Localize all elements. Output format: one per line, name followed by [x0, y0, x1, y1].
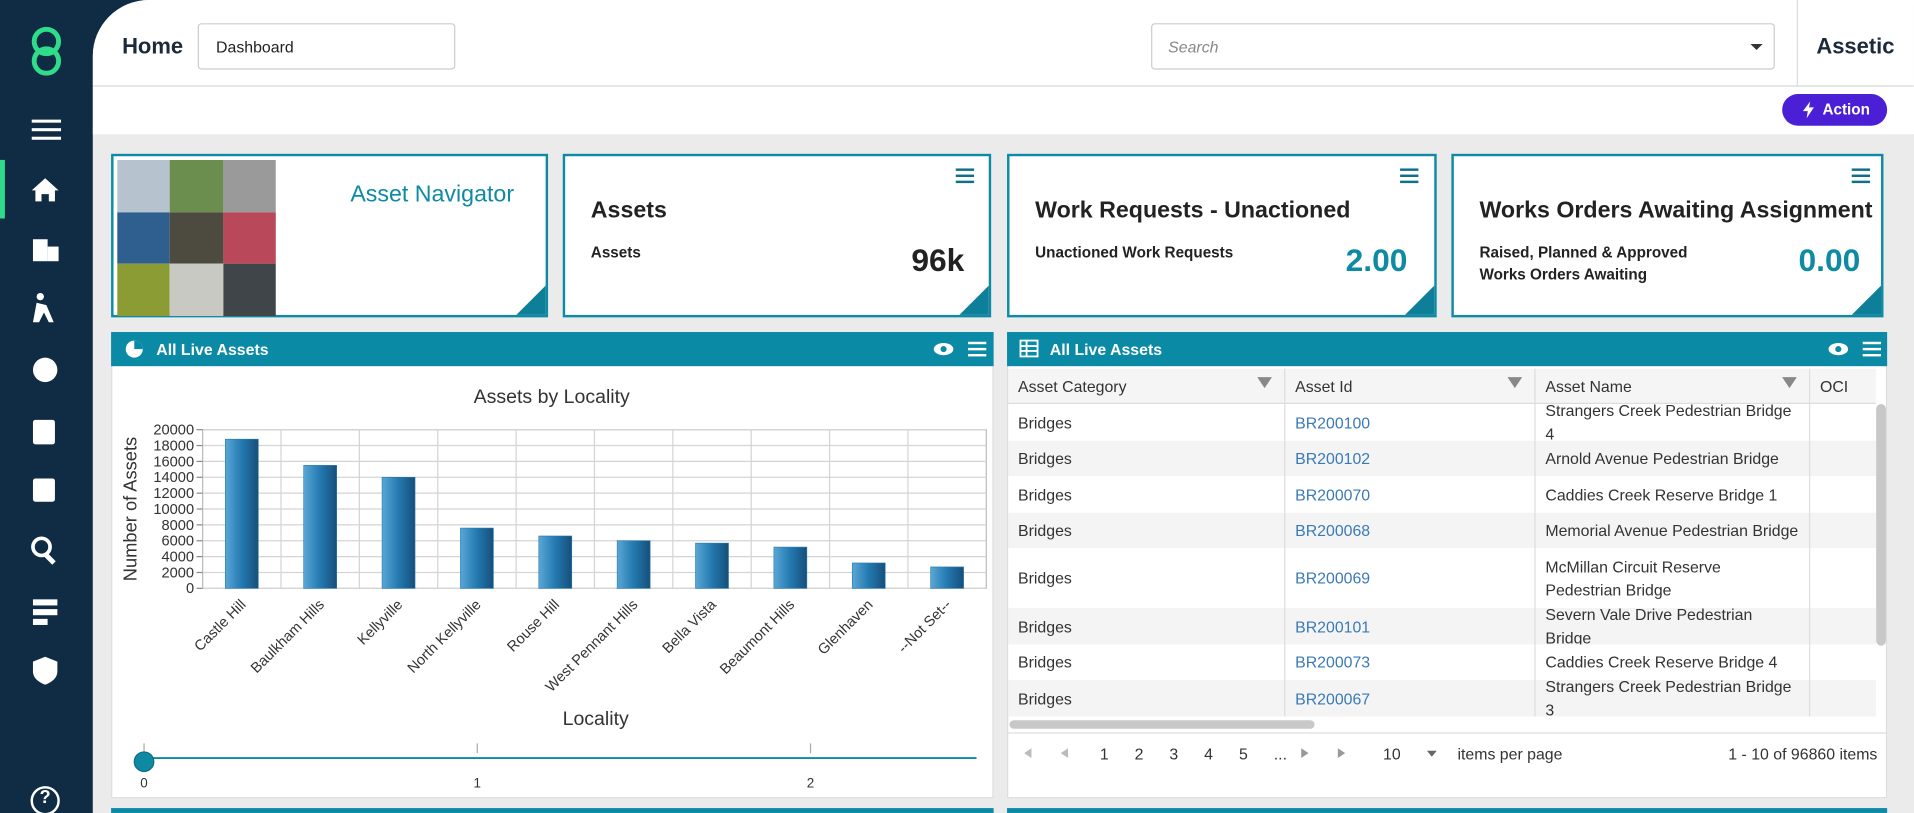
collage [117, 159, 276, 317]
divider [1796, 0, 1799, 86]
y-tick-label: 20000 [153, 423, 194, 439]
eye-icon[interactable] [933, 342, 955, 357]
pager-divider [1007, 732, 1888, 734]
card-title: Work Requests - Unactioned [1035, 197, 1351, 224]
active-indicator [0, 159, 5, 219]
card-menu[interactable] [1400, 174, 1419, 177]
x-axis-label: Locality [563, 708, 629, 730]
next-panel [111, 808, 994, 813]
x-tick-label: Baulkham Hills [248, 597, 328, 677]
card-works-orders[interactable]: Works Orders Awaiting Assignment Raised,… [1451, 153, 1884, 318]
y-tick-label: 14000 [153, 470, 194, 486]
card-title: Asset Navigator [350, 181, 515, 208]
search-caret [1750, 43, 1763, 51]
chart-title: Assets by Locality [474, 386, 630, 408]
card-value: 0.00 [1798, 241, 1861, 279]
corner [1851, 285, 1882, 315]
card-label: Raised, Planned & Approved Works Orders … [1479, 244, 1688, 284]
bar [616, 540, 651, 589]
card-label: Unactioned Work Requests [1035, 244, 1234, 262]
v-scrollbar[interactable] [1876, 404, 1886, 646]
y-tick-label: 6000 [162, 534, 195, 550]
x-tick-label: Glenhaven [815, 597, 876, 658]
y-axis-label: Number of Assets [120, 437, 141, 581]
bar [460, 527, 494, 589]
card-title: Works Orders Awaiting Assignment [1479, 197, 1873, 224]
y-tick-label: 10000 [153, 502, 194, 518]
panel-title: All Live Assets [1049, 340, 1163, 359]
x-tick-label: Beaumont Hills [717, 597, 798, 678]
x-tick-label: Castle Hill [192, 597, 250, 655]
panel-title: All Live Assets [156, 340, 269, 359]
x-tick-label: Rouse Hill [505, 597, 563, 655]
y-tick-label: 12000 [153, 486, 194, 502]
corner [959, 285, 989, 315]
h-scrollbar[interactable] [1009, 720, 1315, 729]
card-label: Assets [590, 244, 641, 262]
bolt-icon [1802, 101, 1814, 119]
card-assets[interactable]: Assets Assets 96k [562, 153, 992, 318]
eye-icon[interactable] [1827, 342, 1849, 357]
y-tick-label: 8000 [162, 518, 195, 534]
x-tick-label: Kellyville [355, 597, 407, 649]
y-tick-label: 18000 [153, 438, 194, 454]
card-work-requests[interactable]: Work Requests - Unactioned Unactioned Wo… [1007, 153, 1437, 318]
toolbar [92, 86, 1914, 135]
dashboard-select[interactable]: Dashboard [197, 23, 456, 70]
slider-tick-label: 2 [807, 775, 814, 790]
pie-icon [125, 340, 143, 358]
card-value: 2.00 [1345, 241, 1408, 279]
x-tick-label: Bella Vista [660, 596, 721, 657]
page-title: Home [122, 34, 184, 59]
bar [695, 542, 729, 589]
y-tick-label: 0 [186, 581, 194, 597]
bar [303, 465, 337, 589]
x-tick-label: North Kellyville [405, 597, 485, 677]
y-tick-label: 2000 [162, 565, 195, 581]
search-box[interactable]: Search [1151, 23, 1775, 70]
bar [381, 476, 416, 589]
table-panel-header: All Live Assets [1007, 332, 1888, 367]
next-panel [1007, 808, 1888, 813]
corner [1404, 285, 1435, 315]
chart-panel-header: All Live Assets [111, 332, 994, 367]
logo [31, 26, 62, 76]
bar [930, 566, 964, 589]
action-button[interactable]: Action [1782, 93, 1888, 126]
x-tick-label: --Not Set-- [895, 597, 955, 657]
panel-menu[interactable] [967, 347, 987, 351]
bar [538, 535, 573, 589]
slider-tick-label: 1 [474, 775, 481, 790]
grid-icon [1019, 339, 1039, 358]
y-tick-label: 4000 [162, 550, 195, 566]
bar [225, 438, 259, 589]
corner [516, 285, 546, 315]
card-asset-navigator[interactable]: Asset Navigator [111, 153, 549, 318]
header [92, 0, 1914, 86]
card-title: Assets [590, 197, 667, 224]
bar [773, 546, 808, 589]
panel-menu[interactable] [1862, 347, 1882, 351]
brand: Assetic [1816, 34, 1895, 59]
nav-icons[interactable] [30, 119, 62, 813]
sidebar [0, 26, 62, 813]
card-menu[interactable] [955, 174, 975, 177]
chart: Assets by Locality Number of Assets Loca… [120, 386, 987, 790]
slider-tick-label: 0 [140, 775, 147, 790]
help-icon[interactable]: ? [39, 787, 51, 809]
bar [851, 562, 886, 589]
slider-handle[interactable] [133, 751, 155, 773]
card-value: 96k [911, 241, 965, 279]
y-tick-label: 16000 [153, 454, 194, 470]
card-menu[interactable] [1851, 174, 1871, 177]
